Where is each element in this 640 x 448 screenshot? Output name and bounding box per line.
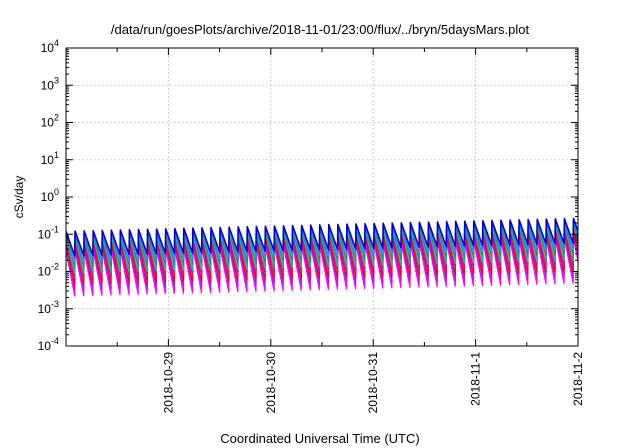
y-tick-base: 10 bbox=[41, 190, 55, 204]
series-layer bbox=[66, 217, 578, 297]
y-tick-base: 10 bbox=[38, 339, 52, 353]
y-tick-base: 10 bbox=[38, 302, 52, 316]
y-tick-label: 100 bbox=[41, 187, 59, 204]
tick-layer bbox=[66, 47, 579, 347]
y-tick-exponent: 3 bbox=[54, 75, 59, 85]
x-axis-label: Coordinated Universal Time (UTC) bbox=[220, 431, 420, 446]
y-tick-label: 103 bbox=[41, 75, 59, 92]
xtick-label-layer: 2018-10-29 2018-10-30 2018-10-31 2018-11-1 2… bbox=[161, 352, 585, 414]
y-tick-base: 10 bbox=[41, 41, 55, 55]
y-tick-label: 104 bbox=[41, 38, 59, 55]
x-tick-label: 2018-10-31 bbox=[366, 352, 380, 414]
y-tick-base: 10 bbox=[38, 265, 52, 279]
y-tick-exponent: -3 bbox=[51, 299, 59, 309]
chart-title: /data/run/goesPlots/archive/2018-11-01/2… bbox=[110, 22, 530, 37]
y-tick-exponent: -4 bbox=[51, 336, 59, 346]
y-tick-label: 10-2 bbox=[38, 262, 59, 279]
y-tick-base: 10 bbox=[38, 227, 52, 241]
y-tick-exponent: 2 bbox=[54, 113, 59, 123]
y-tick-exponent: 0 bbox=[54, 187, 59, 197]
y-tick-exponent: 1 bbox=[54, 150, 59, 160]
y-tick-label: 10-3 bbox=[38, 299, 59, 316]
x-tick-label: 2018-10-29 bbox=[161, 352, 175, 414]
y-tick-label: 101 bbox=[41, 150, 59, 167]
x-tick-label: 2018-10-30 bbox=[264, 352, 278, 414]
y-tick-label: 10-4 bbox=[38, 336, 59, 353]
y-tick-base: 10 bbox=[41, 153, 55, 167]
x-tick-label: 2018-11-1 bbox=[469, 352, 483, 406]
y-tick-base: 10 bbox=[41, 116, 55, 130]
y-tick-exponent: -2 bbox=[51, 262, 59, 272]
series-line bbox=[66, 217, 578, 257]
y-tick-base: 10 bbox=[41, 78, 55, 92]
grid-layer bbox=[66, 48, 578, 346]
y-axis-label: cSv/day bbox=[12, 176, 26, 219]
y-tick-label: 102 bbox=[41, 113, 59, 130]
y-tick-exponent: 4 bbox=[54, 38, 59, 48]
y-tick-label: 10-1 bbox=[38, 224, 59, 241]
x-tick-label: 2018-11-2 bbox=[571, 352, 585, 406]
y-tick-exponent: -1 bbox=[51, 224, 59, 234]
